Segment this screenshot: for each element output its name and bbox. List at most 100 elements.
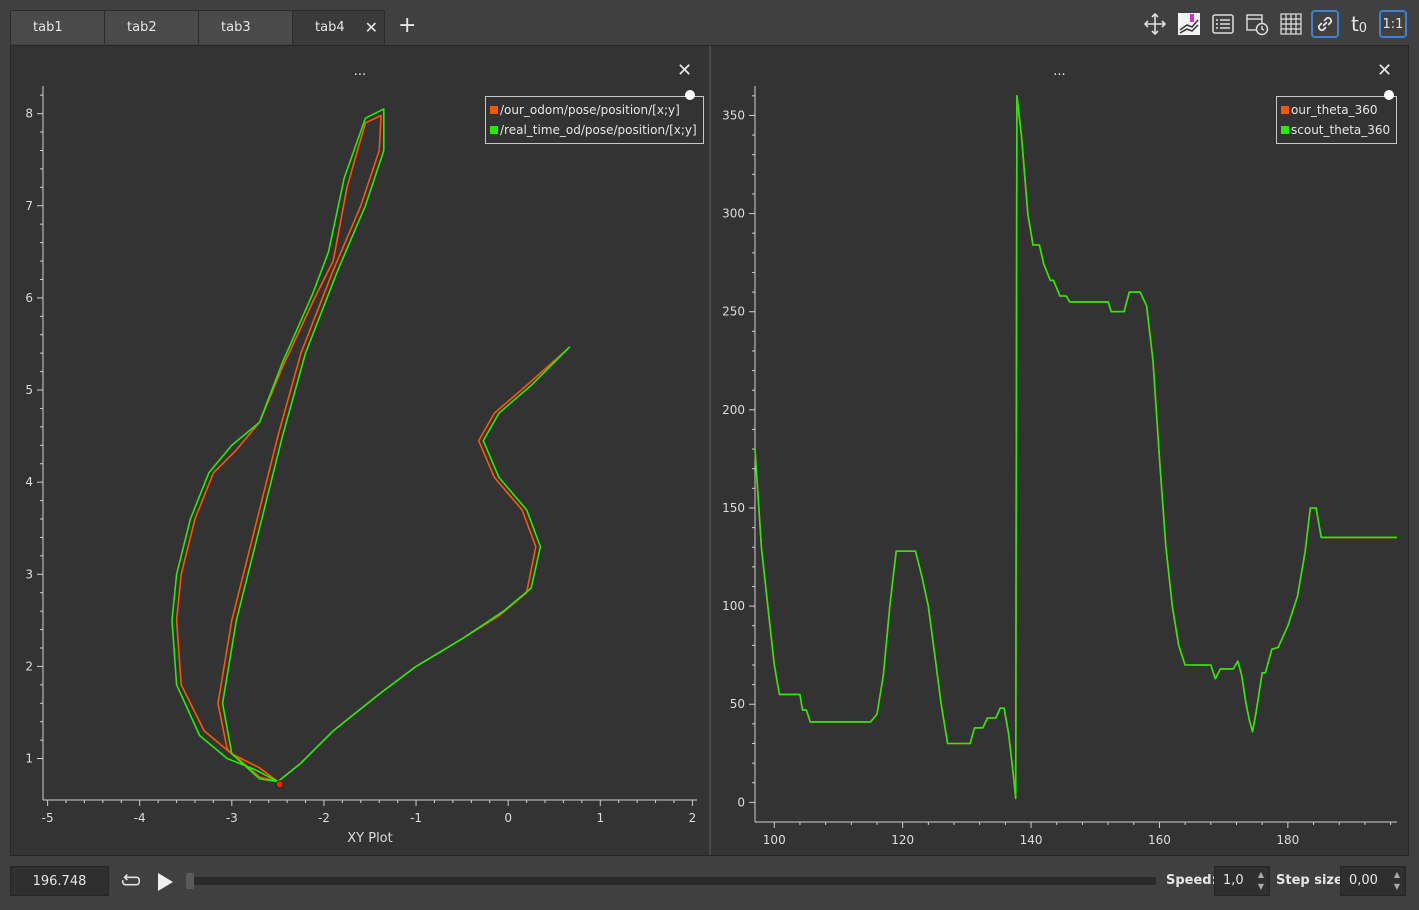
time-plot-chart[interactable]: 100 120 140 160 180 0 50 100 150 200 250 300 350: [711, 46, 1408, 855]
y-tick-label: 2: [25, 659, 33, 673]
legend-entry: our_theta_360: [1281, 100, 1390, 120]
add-tab-button[interactable]: +: [398, 13, 417, 38]
timeline-slider[interactable]: [190, 877, 1156, 885]
tab-label: tab4: [315, 20, 345, 35]
legend-label: /our_odom/pose/position/[x;y]: [500, 103, 680, 117]
step-size-value: 0,00: [1349, 873, 1378, 888]
calendar-time-icon[interactable]: [1243, 10, 1271, 38]
x-tick-label: -4: [134, 811, 146, 825]
move-icon[interactable]: [1141, 10, 1169, 38]
x-tick-label: 180: [1276, 833, 1299, 847]
x-tick-label: 2: [689, 811, 697, 825]
legend-entry: /our_odom/pose/position/[x;y]: [490, 100, 697, 120]
tab-1[interactable]: tab1: [10, 10, 105, 44]
link-icon[interactable]: [1311, 10, 1339, 38]
list-icon[interactable]: [1209, 10, 1237, 38]
legend-label: /real_time_od/pose/position/[x;y]: [500, 123, 697, 137]
series-line-2: [171, 108, 571, 783]
y-tick-label: 3: [25, 567, 33, 581]
x-tick-label: 120: [891, 833, 914, 847]
legend-entry: scout_theta_360: [1281, 120, 1390, 140]
current-position-marker: [275, 780, 284, 789]
spin-down-icon[interactable]: ▼: [1393, 882, 1401, 891]
close-icon[interactable]: ✕: [677, 60, 693, 81]
series-line-1: [175, 114, 569, 783]
xy-plot-panel[interactable]: ... ✕ -5 -4 -3 -2 -1 0 1 2 1 2 3 4 5 6 7 8 XY Plot /our_…: [11, 46, 709, 855]
panel-divider[interactable]: [709, 46, 711, 855]
legend[interactable]: our_theta_360 scout_theta_360: [1276, 96, 1398, 144]
x-tick-label: -1: [410, 811, 422, 825]
y-tick-label: 6: [25, 291, 33, 305]
tab-label: tab3: [221, 20, 251, 35]
y-tick-label: 1: [25, 752, 33, 766]
xy-plot-chart[interactable]: -5 -4 -3 -2 -1 0 1 2 1 2 3 4 5 6 7 8 XY Plot: [11, 46, 709, 855]
tab-2[interactable]: tab2: [104, 10, 199, 44]
ratio-label: 1:1: [1382, 16, 1404, 32]
y-tick-label: 150: [722, 501, 745, 515]
speed-label: Speed:: [1166, 873, 1217, 888]
x-tick-label: 100: [763, 833, 786, 847]
y-tick-label: 5: [25, 383, 33, 397]
step-size-spinbox[interactable]: 0,00 ▲ ▼: [1340, 866, 1406, 896]
x-tick-label: 140: [1020, 833, 1043, 847]
y-tick-label: 0: [737, 795, 745, 809]
y-tick-label: 7: [25, 199, 33, 213]
play-icon[interactable]: [156, 872, 174, 896]
tab-label: tab2: [127, 20, 157, 35]
step-size-label: Step size:: [1276, 873, 1349, 888]
legend[interactable]: /our_odom/pose/position/[x;y] /real_time…: [485, 96, 704, 144]
legend-handle[interactable]: [685, 90, 695, 100]
close-icon[interactable]: ✕: [1377, 60, 1393, 81]
tab-4[interactable]: tab4 ✕: [292, 10, 385, 46]
x-tick-label: -2: [318, 811, 330, 825]
y-tick-label: 250: [722, 305, 745, 319]
close-tab-icon[interactable]: ✕: [364, 18, 378, 37]
panel-title: ...: [1053, 64, 1066, 79]
y-tick-label: 8: [25, 107, 33, 121]
ratio-one-icon[interactable]: 1:1: [1379, 10, 1407, 38]
x-axis-label: XY Plot: [347, 831, 392, 846]
legend-swatch: [490, 126, 498, 134]
legend-swatch: [1281, 106, 1289, 114]
playback-bar: 196.748 Speed: 1,0 ▲ ▼ Step size: 0,00 ▲…: [0, 856, 1419, 910]
spin-down-icon[interactable]: ▼: [1257, 882, 1265, 891]
panel-title: ...: [353, 64, 367, 79]
xy-plot-icon[interactable]: [1175, 10, 1203, 38]
t0-label: t: [1350, 12, 1359, 36]
spin-up-icon[interactable]: ▲: [1393, 870, 1401, 879]
series-line-1: [754, 95, 1397, 800]
x-tick-label: 160: [1148, 833, 1171, 847]
legend-entry: /real_time_od/pose/position/[x;y]: [490, 120, 697, 140]
plot-area: ... ✕ -5 -4 -3 -2 -1 0 1 2 1 2 3 4 5 6 7 8 XY Plot /our_…: [10, 45, 1409, 856]
y-tick-label: 200: [722, 403, 745, 417]
t0-sub: 0: [1358, 20, 1368, 36]
y-tick-label: 350: [722, 108, 745, 122]
y-tick-label: 300: [722, 207, 745, 221]
y-tick-label: 100: [722, 599, 745, 613]
legend-swatch: [490, 106, 498, 114]
time-plot-panel[interactable]: ... ✕ 100 120 140 160 180 0 50 100 150 200 250 300 3…: [711, 46, 1408, 855]
x-tick-label: 1: [596, 811, 604, 825]
loop-icon[interactable]: [120, 870, 142, 896]
grid-icon[interactable]: [1277, 10, 1305, 38]
x-tick-label: -5: [42, 811, 54, 825]
legend-label: scout_theta_360: [1291, 123, 1391, 137]
legend-label: our_theta_360: [1291, 103, 1378, 117]
time-display[interactable]: 196.748: [10, 866, 109, 896]
legend-handle[interactable]: [1384, 90, 1394, 100]
legend-swatch: [1281, 126, 1289, 134]
x-tick-label: 0: [504, 811, 512, 825]
series-line-2: [754, 95, 1397, 800]
speed-spinbox[interactable]: 1,0 ▲ ▼: [1214, 866, 1270, 896]
tab-3[interactable]: tab3: [198, 10, 293, 44]
speed-value: 1,0: [1223, 873, 1244, 888]
spin-up-icon[interactable]: ▲: [1257, 870, 1265, 879]
x-tick-label: -3: [226, 811, 238, 825]
y-tick-label: 4: [25, 475, 33, 489]
timeline-slider-handle[interactable]: [186, 873, 194, 889]
y-tick-label: 50: [730, 697, 745, 711]
tab-label: tab1: [33, 20, 63, 35]
